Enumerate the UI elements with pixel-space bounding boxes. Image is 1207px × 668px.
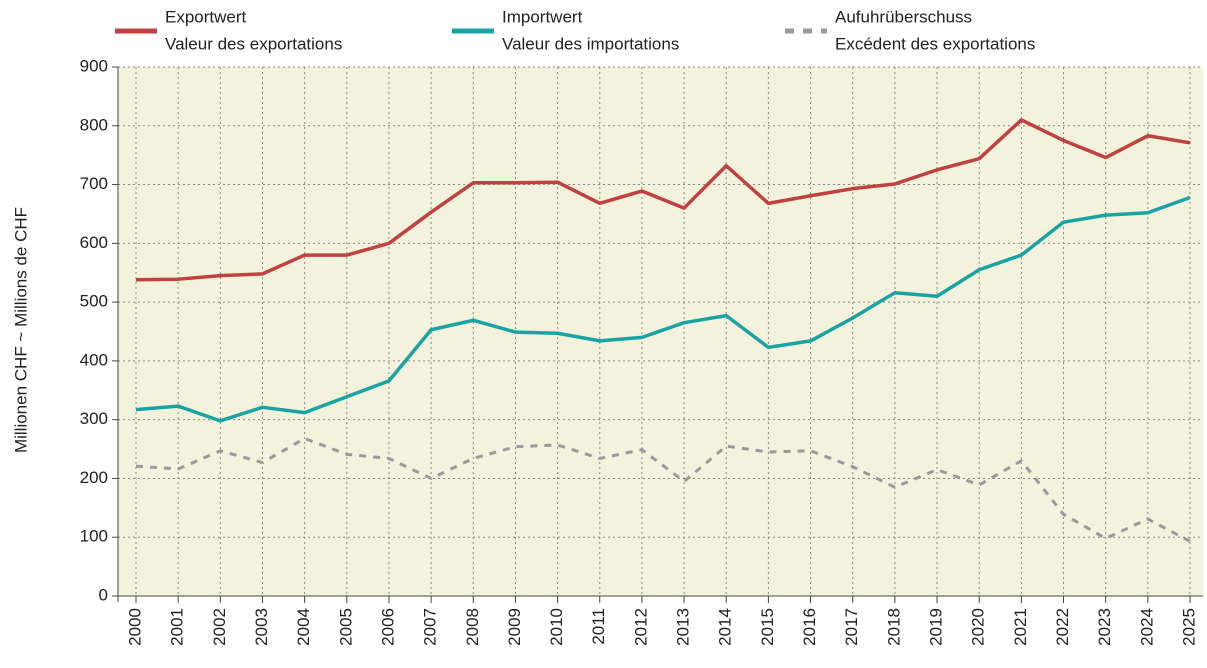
x-tick-label: 2022 (1053, 608, 1072, 646)
x-tick-label: 2019 (927, 608, 946, 646)
x-tick-label: 2012 (631, 608, 650, 646)
x-tick-label: 2000 (125, 608, 144, 646)
y-tick-label: 900 (80, 56, 108, 75)
x-tick-label: 2005 (336, 608, 355, 646)
y-tick-label: 700 (80, 174, 108, 193)
legend-label: Aufuhrüberschuss (835, 7, 972, 26)
series-line (135, 436, 1191, 543)
x-tick-label: 2020 (969, 608, 988, 646)
x-tick-label: 2011 (589, 608, 608, 645)
x-tick-label: 2018 (884, 608, 903, 646)
series-line (135, 118, 1191, 282)
series-line (135, 195, 1191, 423)
x-tick-label: 2017 (842, 608, 861, 646)
legend-label: Importwert (502, 7, 583, 26)
x-tick-label: 2025 (1179, 608, 1198, 646)
x-tick-label: 2010 (547, 608, 566, 646)
x-tick-label: 2008 (463, 608, 482, 646)
x-tick-label: 2004 (294, 608, 313, 646)
y-tick-label: 800 (80, 115, 108, 134)
legend-label: Excédent des exportations (835, 34, 1035, 53)
x-tick-label: 2006 (378, 608, 397, 646)
y-tick-label: 0 (99, 585, 108, 604)
x-tick-label: 2014 (716, 608, 735, 646)
x-tick-label: 2007 (421, 608, 440, 646)
y-tick-label: 100 (80, 527, 108, 546)
y-axis-label: Millionen CHF ~ Millions de CHF (11, 207, 30, 453)
legend-label: Valeur des exportations (165, 34, 342, 53)
x-tick-label: 2023 (1095, 608, 1114, 646)
y-tick-label: 500 (80, 292, 108, 311)
x-tick-label: 2002 (210, 608, 229, 646)
x-tick-label: 2016 (800, 608, 819, 646)
x-tick-label: 2003 (252, 608, 271, 646)
x-tick-label: 2015 (758, 608, 777, 646)
x-tick-label: 2021 (1011, 608, 1030, 646)
y-tick-label: 200 (80, 468, 108, 487)
legend-label: Exportwert (165, 7, 247, 26)
legend-label: Valeur des importations (502, 34, 679, 53)
y-tick-label: 600 (80, 233, 108, 252)
x-tick-label: 2009 (505, 608, 524, 646)
y-tick-label: 300 (80, 409, 108, 428)
y-tick-label: 400 (80, 350, 108, 369)
x-tick-label: 2001 (168, 608, 187, 646)
x-tick-label: 2013 (674, 608, 693, 646)
x-tick-label: 2024 (1137, 608, 1156, 646)
